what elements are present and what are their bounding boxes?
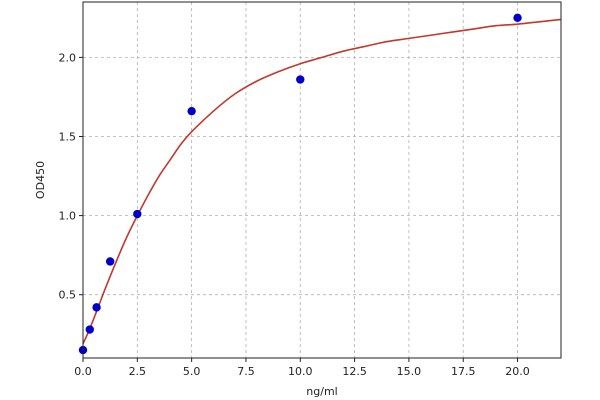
y-axis-ticks: 0.5 1.0 1.5 2.0 xyxy=(59,51,83,302)
data-point xyxy=(133,209,142,219)
fit-curve-line xyxy=(82,18,562,345)
plot-area xyxy=(83,2,561,358)
x-tick-label: 2.5 xyxy=(129,365,147,378)
y-tick-label: 1.5 xyxy=(59,130,77,143)
y-tick-label: 1.0 xyxy=(59,210,77,223)
x-axis-ticks: 0.0 2.5 5.0 7.5 10.0 12.5 15.0 17.5 20.0 xyxy=(74,358,530,378)
x-tick-label: 10.0 xyxy=(288,365,313,378)
data-point xyxy=(513,13,522,23)
x-tick-label: 15.0 xyxy=(397,365,422,378)
data-point xyxy=(85,325,94,334)
y-tick-label: 2.0 xyxy=(59,51,77,64)
data-point xyxy=(296,75,305,84)
x-tick-label: 5.0 xyxy=(183,365,201,378)
x-tick-label: 12.5 xyxy=(342,365,367,378)
data-point xyxy=(92,303,101,312)
x-tick-label: 20.0 xyxy=(505,365,530,378)
x-axis-label: ng/ml xyxy=(306,385,337,398)
x-tick-label: 7.5 xyxy=(237,365,255,378)
data-point xyxy=(187,106,196,116)
plot-frame xyxy=(82,1,562,359)
data-points xyxy=(78,13,522,355)
y-axis-label: OD450 xyxy=(34,161,47,199)
x-tick-label: 0.0 xyxy=(74,365,92,378)
x-tick-label: 17.5 xyxy=(451,365,476,378)
y-tick-label: 0.5 xyxy=(59,289,77,302)
data-point xyxy=(105,257,115,266)
